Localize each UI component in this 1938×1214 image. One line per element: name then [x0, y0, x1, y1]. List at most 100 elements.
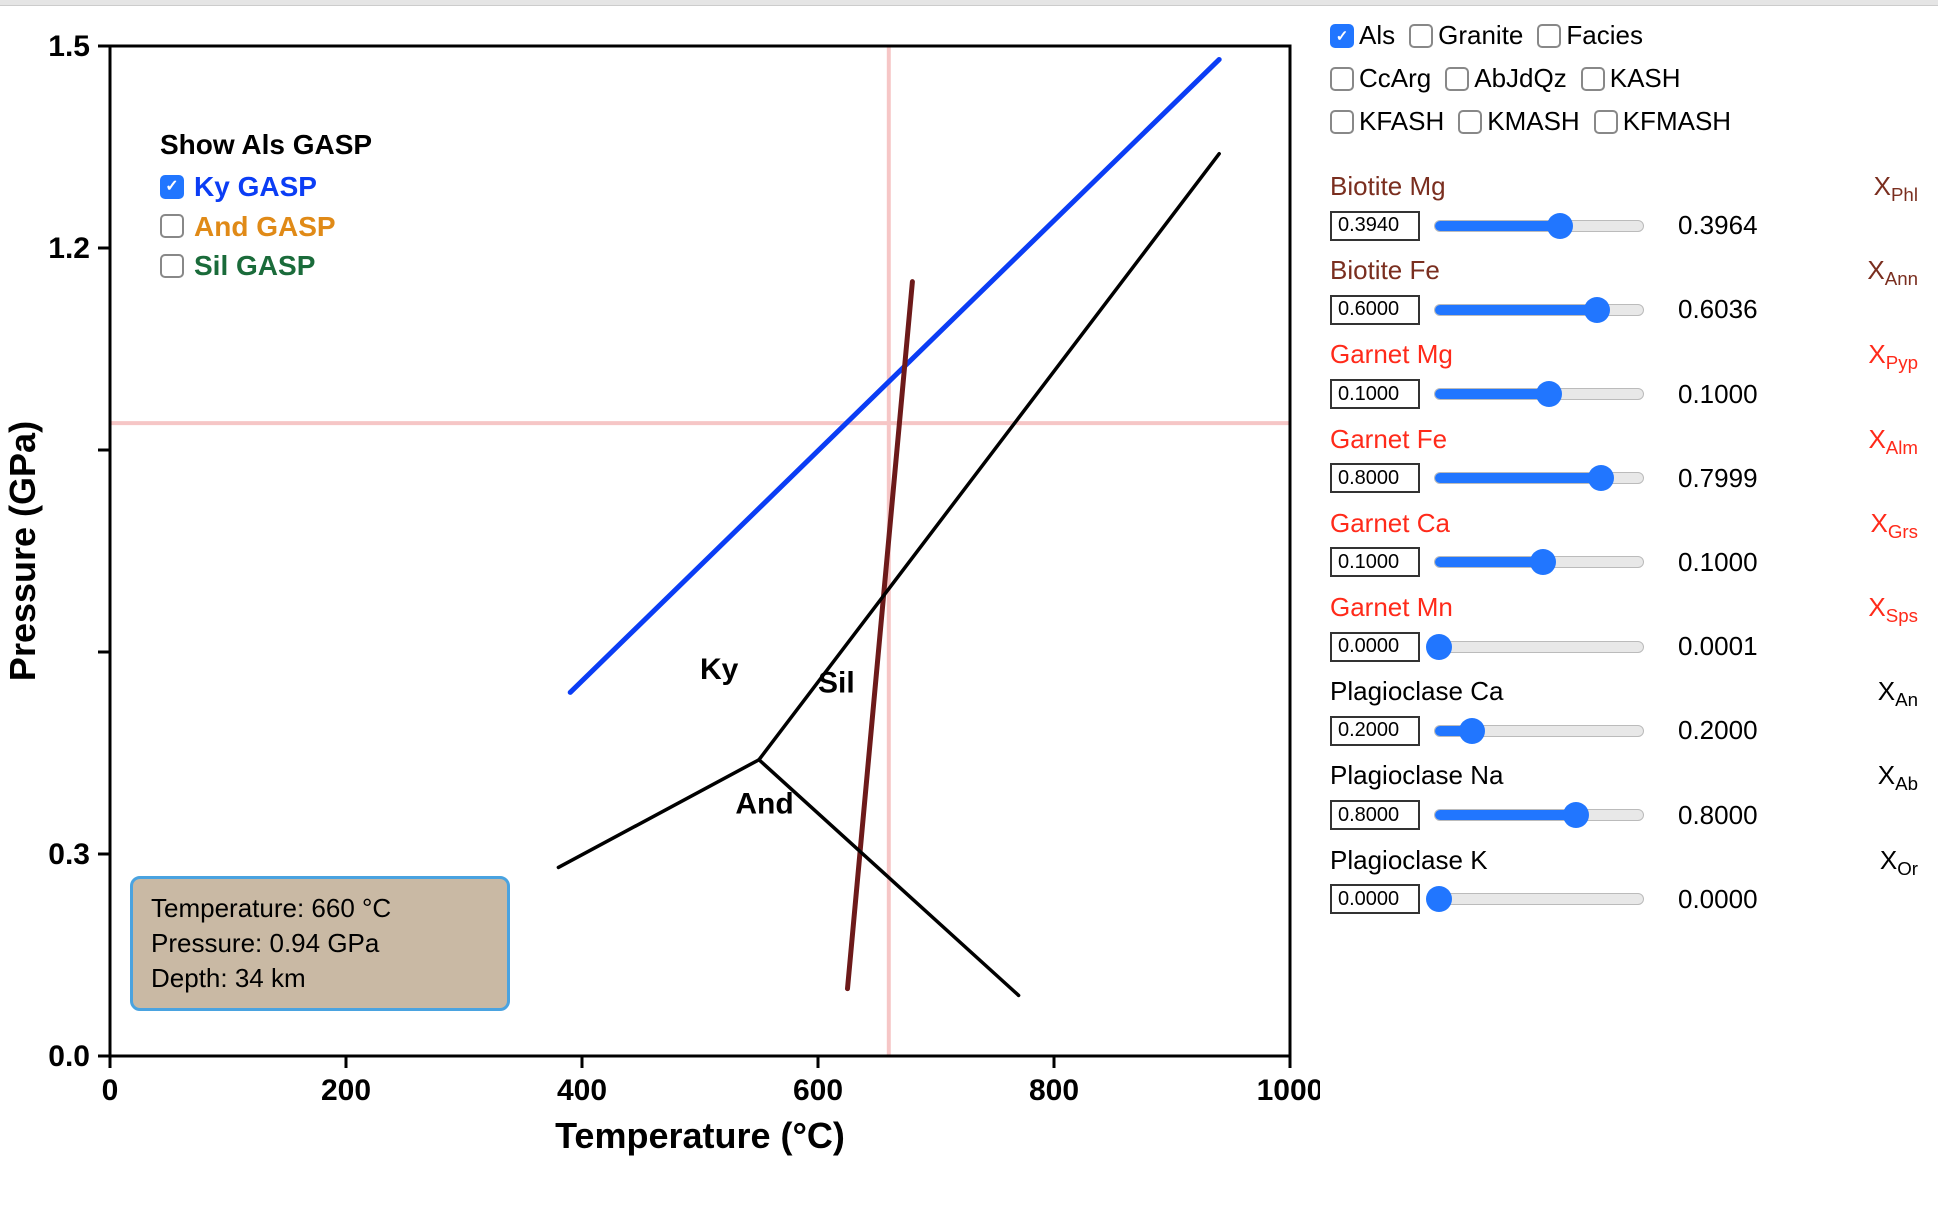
- overlay-checkbox-als[interactable]: ✓Als: [1330, 20, 1395, 51]
- slider-computed: 0.0000: [1678, 884, 1778, 915]
- controls-panel: ✓Als Granite Facies CcArg AbJdQz KASH KFASH KMA…: [1320, 6, 1938, 1214]
- slider-symbol: XPhl: [1874, 171, 1918, 206]
- overlay-checkbox-kfmash[interactable]: KFMASH: [1594, 106, 1731, 137]
- legend-item-ky-gasp[interactable]: ✓ Ky GASP: [160, 168, 372, 206]
- checkbox[interactable]: ✓: [1330, 24, 1354, 48]
- slider-track[interactable]: [1434, 304, 1644, 316]
- slider-track[interactable]: [1434, 220, 1644, 232]
- overlay-checkbox-abjdqz[interactable]: AbJdQz: [1445, 63, 1567, 94]
- slider-computed: 0.1000: [1678, 547, 1778, 578]
- slider-value-input[interactable]: [1330, 800, 1420, 830]
- slider-thumb[interactable]: [1459, 718, 1485, 744]
- xtick-label: 400: [557, 1074, 607, 1107]
- ytick-label: 0.0: [48, 1040, 90, 1073]
- checkbox-label: KFMASH: [1623, 106, 1731, 137]
- legend-item-sil-gasp[interactable]: Sil GASP: [160, 247, 372, 285]
- slider-symbol: XAlm: [1868, 424, 1918, 459]
- phase-label-ky: Ky: [700, 653, 739, 686]
- slider-garnet-mg: Garnet MgXPyp0.1000: [1330, 339, 1918, 409]
- info-line: Temperature: 660 °C: [151, 891, 489, 926]
- ytick-label: 1.5: [48, 30, 90, 63]
- slider-value-input[interactable]: [1330, 884, 1420, 914]
- slider-fill: [1435, 557, 1543, 567]
- overlay-checkbox-kmash[interactable]: KMASH: [1458, 106, 1579, 137]
- slider-garnet-fe: Garnet FeXAlm0.7999: [1330, 424, 1918, 494]
- slider-computed: 0.2000: [1678, 715, 1778, 746]
- slider-garnet-mn: Garnet MnXSps0.0001: [1330, 592, 1918, 662]
- legend-checkbox[interactable]: ✓: [160, 175, 184, 199]
- checkbox[interactable]: [1445, 67, 1469, 91]
- slider-symbol: XAn: [1878, 676, 1918, 711]
- info-box: Temperature: 660 °CPressure: 0.94 GPaDep…: [130, 876, 510, 1011]
- slider-track[interactable]: [1434, 472, 1644, 484]
- slider-computed: 0.7999: [1678, 463, 1778, 494]
- overlay-checkbox-facies[interactable]: Facies: [1537, 20, 1643, 51]
- slider-track[interactable]: [1434, 556, 1644, 568]
- slider-value-input[interactable]: [1330, 463, 1420, 493]
- checkbox[interactable]: [1594, 110, 1618, 134]
- legend-item-and-gasp[interactable]: And GASP: [160, 208, 372, 246]
- slider-thumb[interactable]: [1584, 297, 1610, 323]
- slider-computed: 0.3964: [1678, 210, 1778, 241]
- checkbox-label: Granite: [1438, 20, 1523, 51]
- slider-thumb[interactable]: [1426, 886, 1452, 912]
- slider-track[interactable]: [1434, 809, 1644, 821]
- slider-name: Biotite Fe: [1330, 255, 1440, 290]
- checkbox[interactable]: [1409, 24, 1433, 48]
- xtick-label: 200: [321, 1074, 371, 1107]
- checkbox[interactable]: [1330, 110, 1354, 134]
- slider-value-input[interactable]: [1330, 716, 1420, 746]
- legend-checkbox[interactable]: [160, 214, 184, 238]
- slider-thumb[interactable]: [1563, 802, 1589, 828]
- sliders-container: Biotite MgXPhl0.3964Biotite FeXAnn0.6036…: [1330, 171, 1918, 915]
- legend-title: Show Als GASP: [160, 126, 372, 164]
- slider-computed: 0.6036: [1678, 294, 1778, 325]
- slider-value-input[interactable]: [1330, 379, 1420, 409]
- slider-plagioclase-ca: Plagioclase CaXAn0.2000: [1330, 676, 1918, 746]
- legend-box: Show Als GASP ✓ Ky GASPAnd GASPSil GASP: [160, 126, 372, 287]
- legend-checkbox[interactable]: [160, 254, 184, 278]
- overlay-checkbox-kfash[interactable]: KFASH: [1330, 106, 1444, 137]
- checkbox-label: Facies: [1566, 20, 1643, 51]
- chart-area: KySilAnd020040060080010000.00.31.21.5Tem…: [0, 6, 1320, 1214]
- slider-track[interactable]: [1434, 725, 1644, 737]
- ytick-label: 1.2: [48, 232, 90, 265]
- checkbox[interactable]: [1581, 67, 1605, 91]
- slider-track[interactable]: [1434, 893, 1644, 905]
- phase-label-sil: Sil: [818, 666, 855, 699]
- slider-track[interactable]: [1434, 388, 1644, 400]
- legend-label: Ky GASP: [194, 168, 317, 206]
- info-line: Depth: 34 km: [151, 961, 489, 996]
- slider-fill: [1435, 221, 1560, 231]
- phase-label-and: And: [735, 788, 793, 821]
- slider-value-input[interactable]: [1330, 547, 1420, 577]
- slider-thumb[interactable]: [1547, 213, 1573, 239]
- slider-computed: 0.8000: [1678, 800, 1778, 831]
- slider-thumb[interactable]: [1536, 381, 1562, 407]
- info-line: Pressure: 0.94 GPa: [151, 926, 489, 961]
- slider-biotite-fe: Biotite FeXAnn0.6036: [1330, 255, 1918, 325]
- checkbox[interactable]: [1537, 24, 1561, 48]
- slider-thumb[interactable]: [1426, 634, 1452, 660]
- slider-value-input[interactable]: [1330, 632, 1420, 662]
- slider-computed: 0.0001: [1678, 631, 1778, 662]
- slider-thumb[interactable]: [1588, 465, 1614, 491]
- slider-value-input[interactable]: [1330, 211, 1420, 241]
- line-ky-gasp: [570, 59, 1219, 692]
- checkbox[interactable]: [1458, 110, 1482, 134]
- slider-garnet-ca: Garnet CaXGrs0.1000: [1330, 508, 1918, 578]
- slider-symbol: XAb: [1878, 760, 1918, 795]
- xtick-label: 800: [1029, 1074, 1079, 1107]
- y-axis-label: Pressure (GPa): [2, 421, 43, 681]
- slider-plagioclase-na: Plagioclase Na XAb 0.8000: [1330, 760, 1918, 830]
- overlay-checkbox-ccarg[interactable]: CcArg: [1330, 63, 1431, 94]
- slider-name: Plagioclase Na: [1330, 760, 1503, 795]
- overlay-checkbox-kash[interactable]: KASH: [1581, 63, 1681, 94]
- xtick-label: 1000: [1257, 1074, 1320, 1107]
- overlay-checkbox-granite[interactable]: Granite: [1409, 20, 1523, 51]
- slider-value-input[interactable]: [1330, 295, 1420, 325]
- slider-track[interactable]: [1434, 641, 1644, 653]
- slider-name: Plagioclase K: [1330, 845, 1488, 880]
- slider-thumb[interactable]: [1530, 549, 1556, 575]
- checkbox[interactable]: [1330, 67, 1354, 91]
